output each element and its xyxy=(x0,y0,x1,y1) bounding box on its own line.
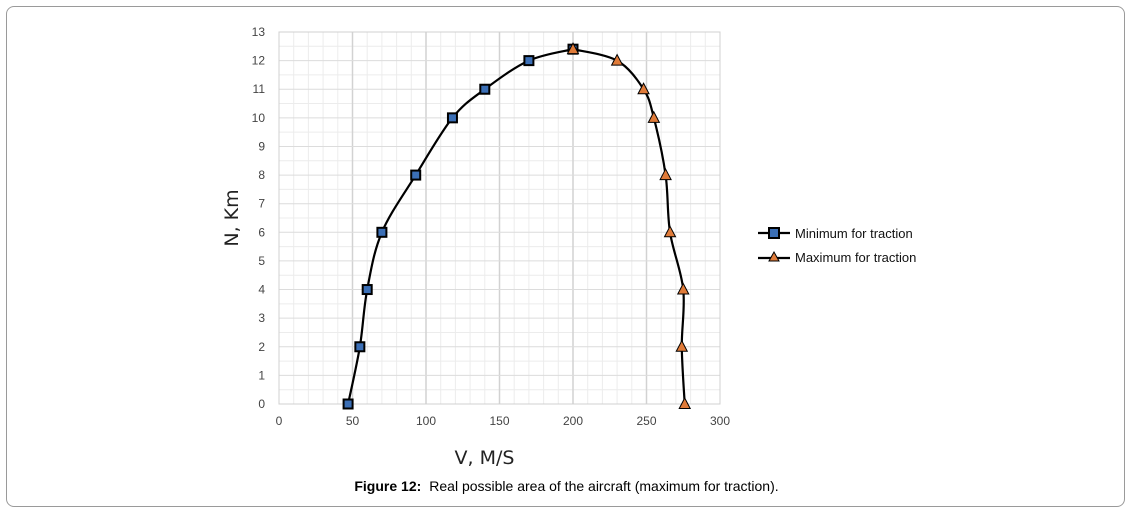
data-point-triangle xyxy=(675,339,689,352)
series-line-1 xyxy=(572,48,686,405)
data-point-triangle xyxy=(566,42,580,55)
legend-clip xyxy=(921,220,951,270)
x-tick-label: 200 xyxy=(563,414,583,428)
data-point-square xyxy=(523,55,535,67)
y-tick-label: 6 xyxy=(258,225,265,239)
data-point-square xyxy=(361,284,373,296)
x-axis-title: V, M/S xyxy=(455,447,515,469)
x-tick-label: 100 xyxy=(416,414,436,428)
y-tick-label: 7 xyxy=(258,197,265,211)
data-point-square xyxy=(479,83,491,95)
y-tick-label: 11 xyxy=(253,82,266,96)
y-tick-label: 1 xyxy=(258,368,265,382)
legend-item-minimum: Minimum for traction xyxy=(758,226,913,241)
data-point-triangle xyxy=(663,225,677,238)
major-grid xyxy=(279,32,720,404)
y-tick-label: 5 xyxy=(258,254,265,268)
data-point-square xyxy=(410,169,422,181)
data-point-triangle xyxy=(678,396,692,409)
legend-triangle-marker xyxy=(768,250,780,262)
legend-label-minimum: Minimum for traction xyxy=(795,226,913,241)
y-tick-label: 8 xyxy=(258,168,265,182)
data-point-triangle xyxy=(676,282,690,295)
plot-border xyxy=(278,31,721,405)
data-point-triangle xyxy=(610,53,624,66)
data-point-triangle xyxy=(637,82,650,95)
data-point-square xyxy=(342,398,354,410)
y-axis-title: N, Km xyxy=(221,189,243,246)
x-tick-label: 0 xyxy=(276,414,283,428)
y-tick-label: 4 xyxy=(258,283,265,297)
x-axis-ticks: 0 50 100 150 200 250 300 xyxy=(276,414,731,428)
caption-label: Figure 12: xyxy=(354,478,422,494)
x-tick-label: 250 xyxy=(636,414,656,428)
caption-text: Real possible area of the aircraft (maxi… xyxy=(429,478,779,494)
y-tick-label: 10 xyxy=(252,111,266,125)
legend-label-maximum: Maximum for traction xyxy=(795,250,916,265)
data-point-square xyxy=(354,341,366,353)
y-tick-label: 3 xyxy=(258,311,265,325)
figure-caption: Figure 12: Real possible area of the airc… xyxy=(0,478,1133,494)
x-tick-label: 50 xyxy=(346,414,360,428)
y-tick-label: 2 xyxy=(258,340,265,354)
data-point-square xyxy=(376,226,388,238)
data-point-triangle xyxy=(647,110,661,123)
legend: Minimum for traction Maximum for tractio… xyxy=(758,226,916,265)
series-layer xyxy=(342,42,692,410)
x-tick-label: 150 xyxy=(489,414,509,428)
y-tick-label: 13 xyxy=(252,25,266,39)
data-point-square xyxy=(446,112,458,124)
y-tick-label: 9 xyxy=(258,139,265,153)
y-tick-label: 12 xyxy=(252,54,266,68)
x-tick-label: 300 xyxy=(710,414,730,428)
y-tick-label: 0 xyxy=(258,397,265,411)
data-point-triangle xyxy=(659,167,672,181)
legend-item-maximum: Maximum for traction xyxy=(758,250,916,265)
legend-square-marker xyxy=(768,227,780,239)
